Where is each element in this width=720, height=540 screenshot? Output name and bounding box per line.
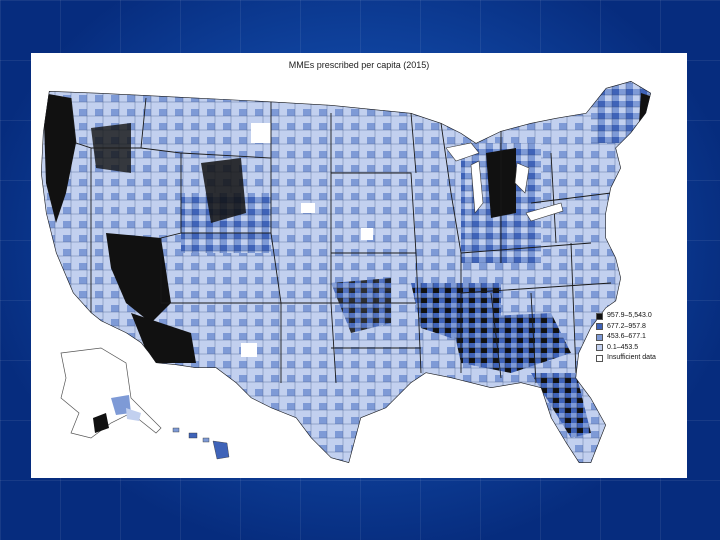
alaska [60,347,162,439]
legend-item: 0.1–453.5 [596,343,686,354]
legend-label: 0.1–453.5 [607,343,639,351]
legend-swatch-medium [596,333,603,341]
legend-swatch-dark [596,312,603,320]
legend-item: 957.9–5,543.0 [596,311,686,322]
map-title: MMEs prescribed per capita (2015) [288,60,430,70]
map-panel: MMEs prescribed per capita (2015) 957.9–… [31,53,687,478]
legend-swatch-light [596,344,603,352]
great-lakes [445,142,564,222]
legend-swatch-none [596,354,603,362]
legend-swatch-medium-dark [596,323,603,331]
legend-label: 453.6–677.1 [607,333,646,340]
hawaii [172,427,230,460]
map-legend: 957.9–5,543.0 677.2–957.8 453.6–677.1 0.… [596,311,686,364]
legend-item: 453.6–677.1 [596,332,686,343]
legend-item: Insufficient data [596,353,686,364]
legend-label: 957.9–5,543.0 [607,312,652,319]
legend-item: 677.2–957.8 [596,322,686,333]
legend-label: 677.2–957.8 [607,322,646,330]
us-county-map [41,81,651,463]
legend-label: Insufficient data [607,354,656,361]
